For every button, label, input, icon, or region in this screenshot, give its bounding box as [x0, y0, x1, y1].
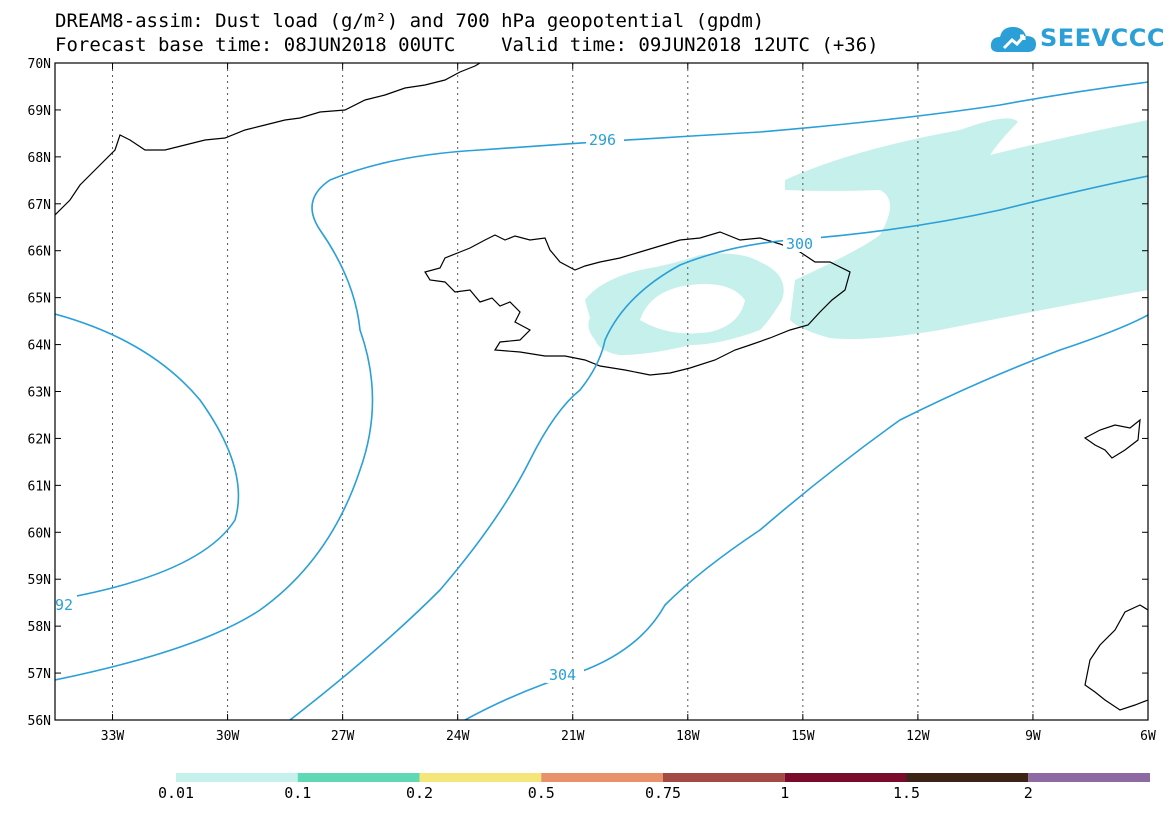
colorbar-swatch: [663, 773, 785, 782]
lon-label: 12W: [906, 729, 930, 744]
seevccc-logo: SEEVCCC: [990, 18, 1165, 62]
lon-label: 9W: [1025, 729, 1041, 744]
lon-label: 27W: [331, 729, 355, 744]
lat-label: 60N: [28, 526, 51, 541]
lon-label: 33W: [101, 729, 125, 744]
lon-label: 15W: [791, 729, 815, 744]
lat-label: 64N: [28, 339, 51, 354]
lat-label: 57N: [28, 667, 51, 682]
lon-label: 6W: [1140, 729, 1156, 744]
cloud-logo-icon: [990, 27, 1036, 52]
colorbar-label: 2: [1023, 784, 1033, 802]
contour-label-292: 92: [55, 596, 73, 614]
contour-label-bg: [55, 594, 77, 614]
contour-296: [55, 81, 1148, 681]
lat-label: 56N: [28, 714, 51, 729]
colorbar-label: 0.75: [644, 784, 682, 802]
colorbar: [176, 773, 1150, 782]
lat-label: 58N: [28, 620, 51, 635]
coastlines: [55, 63, 1148, 711]
dust-fill-layer: [585, 118, 1148, 355]
latitude-labels: 70N 69N 68N 67N 66N 65N 64N 63N 62N 61N 60N 59N 58N 5…: [28, 57, 51, 729]
colorbar-swatch: [176, 773, 298, 782]
contour-label-bg: [546, 663, 584, 683]
lat-label: 61N: [28, 479, 51, 494]
map-title-line1: DREAM8-assim: Dust load (g/m²) and 700 h…: [55, 10, 765, 32]
contour-label-bg: [783, 232, 821, 252]
colorbar-label: 0.5: [527, 784, 555, 802]
lat-label: 69N: [28, 104, 51, 119]
lat-label: 63N: [28, 386, 51, 401]
axis-ticks: [55, 62, 1149, 721]
colorbar-label: 1.5: [892, 784, 921, 802]
norway-coast-south: [1084, 604, 1148, 711]
map-title-line2: Forecast base time: 08JUN2018 00UTC Vali…: [55, 34, 879, 56]
contour-292: [55, 313, 240, 601]
colorbar-swatch: [784, 773, 907, 782]
lon-label: 30W: [216, 729, 240, 744]
lat-label: 68N: [28, 151, 51, 166]
lat-label: 65N: [28, 292, 51, 307]
gridlines: [112, 63, 1034, 720]
lon-label: 21W: [561, 729, 585, 744]
lon-label: 24W: [446, 729, 470, 744]
contour-300: [289, 175, 1148, 720]
colorbar-label: 1: [780, 784, 790, 802]
contour-label-304: 304: [549, 666, 576, 684]
colorbar-swatch: [297, 773, 420, 782]
contour-label-300: 300: [786, 235, 813, 253]
longitude-labels: 33W 30W 27W 24W 21W 18W 15W 12W 9W 6W: [101, 729, 1156, 744]
colorbar-swatch: [1028, 773, 1150, 782]
colorbar-swatch: [419, 773, 542, 782]
dust-area-east: [785, 118, 1148, 339]
lat-label: 59N: [28, 573, 51, 588]
colorbar-label: 0.01: [157, 784, 195, 802]
lon-label: 18W: [676, 729, 700, 744]
logo-text: SEEVCCC: [1040, 24, 1165, 52]
colorbar-swatch: [906, 773, 1029, 782]
lat-label: 67N: [28, 198, 51, 213]
contour-304: [464, 314, 1148, 720]
lat-label: 70N: [28, 57, 51, 72]
dust-hole-iceland: [640, 284, 745, 334]
iceland-coastline: [424, 231, 851, 376]
norway-coast-north: [1083, 418, 1141, 459]
colorbar-swatch: [541, 773, 663, 782]
colorbar-label: 0.1: [284, 784, 312, 802]
contour-label-296: 296: [589, 131, 616, 149]
colorbar-label: 0.2: [405, 784, 434, 802]
lat-label: 66N: [28, 245, 51, 260]
greenland-coastline: [55, 63, 481, 216]
lat-label: 62N: [28, 432, 51, 447]
contour-label-bg: [586, 128, 624, 148]
